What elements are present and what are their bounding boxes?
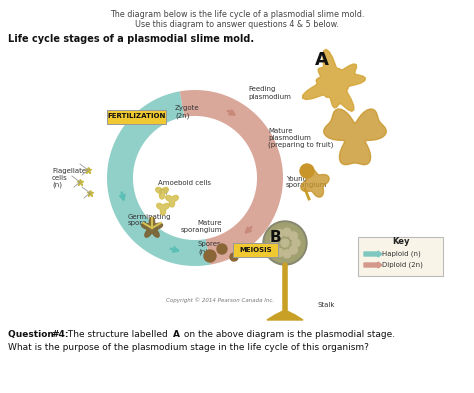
Polygon shape	[107, 91, 210, 266]
Text: on the above diagram is the plasmodial stage.: on the above diagram is the plasmodial s…	[181, 330, 395, 339]
Circle shape	[290, 232, 297, 240]
Circle shape	[271, 235, 279, 243]
Text: Spores
(n): Spores (n)	[198, 241, 222, 255]
Circle shape	[263, 221, 307, 265]
Text: The diagram below is the life cycle of a plasmodial slime mold.: The diagram below is the life cycle of a…	[110, 10, 364, 19]
Polygon shape	[302, 50, 365, 111]
Text: Flagellated
cells
(n): Flagellated cells (n)	[52, 168, 91, 188]
Text: A: A	[315, 51, 329, 69]
Polygon shape	[166, 195, 178, 207]
Circle shape	[275, 248, 283, 257]
Text: Mature
plasmodium
(preparing to fruit): Mature plasmodium (preparing to fruit)	[268, 128, 333, 149]
Text: Question: Question	[8, 330, 57, 339]
Circle shape	[230, 253, 238, 261]
Circle shape	[283, 228, 291, 236]
Circle shape	[271, 243, 279, 251]
Circle shape	[265, 223, 305, 263]
FancyBboxPatch shape	[358, 237, 444, 275]
FancyArrow shape	[364, 251, 382, 257]
Text: Young
sporangium: Young sporangium	[286, 176, 328, 189]
Text: Diploid (2n): Diploid (2n)	[382, 262, 423, 268]
FancyBboxPatch shape	[234, 243, 279, 257]
Polygon shape	[180, 90, 283, 264]
Text: The structure labelled: The structure labelled	[65, 330, 171, 339]
Text: Germinating
spore: Germinating spore	[128, 213, 172, 226]
Text: Copyright © 2014 Pearson Canada Inc.: Copyright © 2014 Pearson Canada Inc.	[166, 297, 274, 303]
Text: Zygote
(2n): Zygote (2n)	[175, 105, 200, 119]
FancyBboxPatch shape	[108, 110, 166, 124]
Polygon shape	[267, 310, 303, 320]
Circle shape	[281, 239, 289, 247]
Circle shape	[283, 250, 291, 258]
Polygon shape	[141, 217, 163, 237]
Text: What is the purpose of the plasmodium stage in the life cycle of this organism?: What is the purpose of the plasmodium st…	[8, 343, 369, 352]
Text: Haploid (n): Haploid (n)	[382, 251, 421, 257]
Text: B: B	[269, 231, 281, 246]
Text: Feeding
plasmodium: Feeding plasmodium	[248, 86, 291, 99]
Text: Amoeboid cells
(n): Amoeboid cells (n)	[158, 180, 211, 194]
Text: Stalk: Stalk	[318, 302, 336, 308]
Text: Mature
sporangium: Mature sporangium	[181, 220, 222, 233]
Polygon shape	[301, 169, 329, 197]
Circle shape	[292, 239, 300, 247]
Text: MEIOSIS: MEIOSIS	[240, 246, 272, 252]
Circle shape	[275, 230, 283, 237]
Text: Key: Key	[392, 237, 410, 246]
Text: A: A	[173, 330, 180, 339]
Text: #4:: #4:	[51, 330, 69, 339]
Polygon shape	[155, 187, 168, 199]
Text: Use this diagram to answer questions 4 & 5 below.: Use this diagram to answer questions 4 &…	[135, 20, 339, 29]
Polygon shape	[324, 109, 386, 165]
Circle shape	[300, 164, 314, 178]
Text: FERTILIZATION: FERTILIZATION	[108, 114, 166, 119]
Polygon shape	[157, 204, 169, 215]
FancyArrow shape	[364, 262, 382, 268]
Text: Life cycle stages of a plasmodial slime mold.: Life cycle stages of a plasmodial slime …	[8, 34, 254, 44]
Circle shape	[217, 244, 227, 254]
Circle shape	[204, 250, 216, 262]
Circle shape	[290, 246, 297, 254]
